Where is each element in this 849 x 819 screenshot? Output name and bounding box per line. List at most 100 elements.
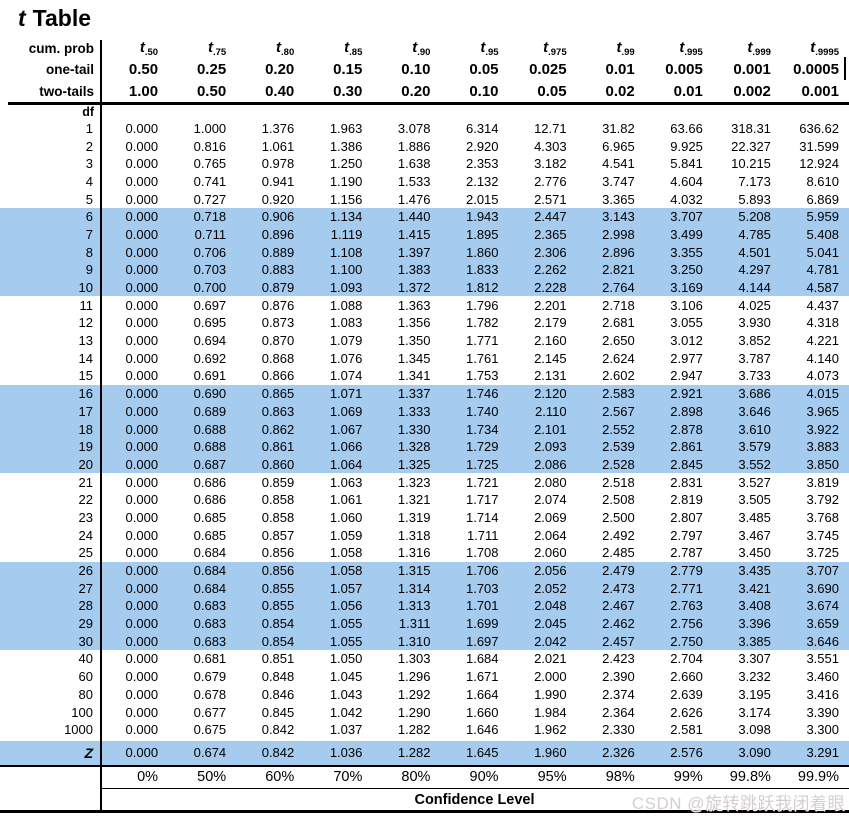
confidence-percent: 90%	[469, 769, 499, 786]
table-row: 29 0.000 0.683 0.854 1.055 1.311 1.699 2.045 2.4…	[0, 614, 849, 633]
t-value: 0.941	[261, 173, 295, 189]
t-value: 2.492	[602, 527, 635, 543]
t-value: 1.341	[397, 368, 431, 384]
t-value: 2.776	[534, 173, 567, 189]
df-label: df	[82, 105, 94, 119]
t-value: 2.819	[670, 492, 703, 508]
t-value: 6.965	[602, 138, 635, 154]
t-value: 4.781	[806, 262, 839, 278]
t-value: 2.145	[534, 350, 567, 366]
df-header-row: df	[0, 105, 849, 120]
t-value: 1.345	[397, 350, 431, 366]
t-value: 0.711	[194, 226, 227, 242]
t-value: 1.333	[397, 403, 431, 419]
t-value: 0.679	[193, 669, 227, 685]
t-value: 3.390	[806, 704, 839, 720]
t-value: 1.000	[193, 120, 227, 136]
t-value: 0.706	[193, 244, 227, 260]
t-value: 0.000	[125, 315, 159, 331]
t-value: 0.866	[261, 368, 295, 384]
t-value: 3.552	[738, 456, 771, 472]
t-value: 2.069	[534, 509, 567, 525]
table-row: 22 0.000 0.686 0.858 1.061 1.321 1.717 2.074 2.5…	[0, 491, 849, 509]
t-value: 1.350	[397, 333, 431, 349]
confidence-label-row: Confidence Level	[0, 789, 849, 810]
table-row: 9 0.000 0.703 0.883 1.100 1.383 1.833 2.262 2.82…	[0, 261, 849, 279]
t-value: 0.000	[125, 686, 159, 702]
t-value: 0.870	[261, 333, 295, 349]
t-value: 2.086	[534, 456, 567, 472]
z-value: 1.960	[534, 745, 567, 761]
t-value: 1.660	[465, 704, 499, 720]
t-value: 3.787	[738, 350, 771, 366]
t-value: 2.797	[670, 527, 703, 543]
df-value: 2	[85, 138, 93, 154]
one-tail-prob: 0.25	[196, 60, 227, 78]
t-value: 1.684	[465, 651, 499, 667]
t-value: 1.190	[329, 173, 363, 189]
table-row: 26 0.000 0.684 0.856 1.058 1.315 1.706 2.056 2.4…	[0, 561, 849, 580]
t-value: 2.539	[602, 439, 635, 455]
t-value: 1.108	[329, 244, 363, 260]
t-value: 1.318	[397, 527, 431, 543]
z-value: 0.674	[193, 745, 227, 761]
t-value: 1.440	[397, 209, 431, 225]
df-value: 25	[78, 545, 93, 561]
t-value: 1.050	[329, 651, 363, 667]
df-value: 22	[78, 492, 93, 508]
t-value: 2.306	[534, 244, 567, 260]
t-value: 2.947	[670, 368, 703, 384]
t-value: 0.859	[261, 474, 295, 490]
csdn-watermark: CSDN @旋转跳跃我闭着眼	[631, 794, 845, 813]
t-value: 0.703	[193, 262, 227, 278]
t-quantile-header: t.80	[276, 38, 295, 58]
t-value: 3.355	[670, 244, 703, 260]
t-value: 1.746	[465, 386, 499, 402]
t-value: 1.323	[397, 474, 431, 490]
t-value: 0.000	[125, 651, 159, 667]
df-value: 19	[78, 439, 93, 455]
t-value: 0.000	[125, 509, 159, 525]
t-value: 3.725	[806, 545, 839, 561]
confidence-percent: 98%	[605, 769, 635, 786]
t-value: 4.437	[806, 297, 839, 313]
t-value: 0.683	[193, 598, 227, 614]
table-row: 12 0.000 0.695 0.873 1.083 1.356 1.782 2.179 2.6…	[0, 314, 849, 332]
t-value: 2.056	[534, 563, 567, 579]
t-value: 0.684	[193, 545, 227, 561]
t-value: 3.106	[670, 297, 703, 313]
t-value: 1.671	[465, 669, 499, 685]
t-value: 4.073	[806, 368, 839, 384]
t-value: 4.144	[738, 280, 771, 296]
t-value: 4.025	[738, 297, 771, 313]
t-value: 31.599	[799, 138, 839, 154]
df-value: 29	[78, 616, 93, 632]
t-value: 1.697	[465, 633, 499, 649]
t-value: 3.182	[534, 156, 567, 172]
t-value: 636.62	[799, 120, 839, 136]
t-value: 0.978	[261, 156, 295, 172]
t-value: 2.160	[534, 333, 567, 349]
t-value: 2.262	[534, 262, 567, 278]
t-value: 3.965	[806, 403, 839, 419]
t-value: 1.383	[397, 262, 431, 278]
t-value: 2.660	[670, 669, 703, 685]
t-value: 3.579	[738, 439, 771, 455]
t-value: 0.741	[193, 173, 227, 189]
t-value: 4.140	[806, 350, 839, 366]
t-value: 1.290	[397, 704, 431, 720]
two-tails-prob: 0.10	[469, 82, 499, 100]
t-value: 1.058	[329, 545, 363, 561]
bottom-rule	[0, 810, 849, 813]
t-value: 2.120	[534, 386, 567, 402]
t-quantile-header: t.975	[543, 38, 567, 58]
t-value: 1.740	[465, 403, 499, 419]
one-tail-prob: 0.025	[529, 60, 567, 78]
one-tail-right-tick	[844, 57, 846, 80]
t-value: 3.365	[602, 191, 635, 207]
one-tail-prob: 0.05	[469, 60, 499, 78]
z-value: 0.000	[125, 745, 159, 761]
t-value: 3.505	[738, 492, 771, 508]
t-quantile-header: t.50	[139, 38, 159, 58]
t-value: 1.356	[397, 315, 431, 331]
